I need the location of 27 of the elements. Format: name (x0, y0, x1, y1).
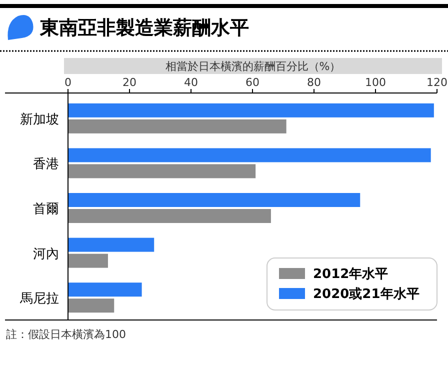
bar (68, 238, 154, 252)
x-tick-label: 0 (64, 76, 72, 89)
bar (68, 164, 256, 178)
legend-label: 2012年水平 (313, 267, 388, 282)
y-tick-label: 馬尼拉 (19, 292, 59, 307)
x-tick-label: 80 (307, 76, 321, 89)
y-tick-label: 河內 (33, 246, 59, 262)
text: 註：假設日本橫濱為100 (6, 328, 126, 341)
y-tick-label: 首爾 (33, 202, 59, 217)
y-tick-label: 新加坡 (20, 112, 59, 128)
x-tick-label: 120 (426, 76, 448, 89)
bar (68, 193, 360, 207)
bar (68, 254, 108, 268)
x-tick-label: 20 (122, 76, 136, 89)
bar (68, 282, 142, 297)
x-tick-label: 100 (365, 76, 386, 89)
bar (68, 298, 114, 313)
chart-title: 東南亞非製造業薪酬水平 (39, 17, 249, 39)
bar (68, 119, 286, 134)
bar (68, 148, 431, 162)
y-tick-label: 香港 (33, 157, 59, 172)
bar (68, 103, 434, 118)
x-tick-label: 60 (246, 76, 260, 89)
x-tick-label: 40 (184, 76, 198, 89)
x-axis-title: 相當於日本橫濱的薪酬百分比（%） (165, 60, 341, 73)
legend-label: 2020或21年水平 (313, 287, 420, 302)
bar (68, 209, 271, 223)
